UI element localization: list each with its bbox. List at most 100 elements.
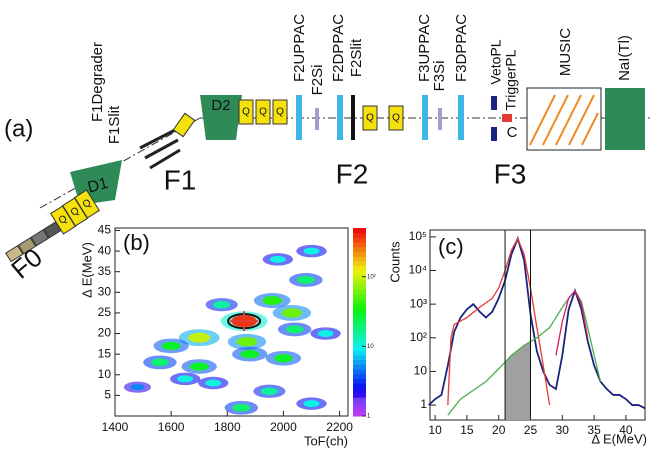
cluster xyxy=(232,403,251,412)
colorbar-cell xyxy=(353,373,366,379)
colorbar-cell xyxy=(353,270,366,276)
cluster xyxy=(236,337,258,347)
x-tick-label: 1600 xyxy=(158,420,185,434)
cluster xyxy=(188,332,211,343)
diagram-label: F2 xyxy=(336,158,369,189)
quad-label: Q xyxy=(259,107,267,118)
x-tick-label: 35 xyxy=(587,423,601,437)
x-tick-label: 1800 xyxy=(214,420,241,434)
colorbar-cell xyxy=(353,284,366,290)
x-tick-label: 2000 xyxy=(270,420,297,434)
colorbar-cell xyxy=(353,331,366,337)
colorbar-cell xyxy=(353,378,366,384)
cluster xyxy=(262,296,282,305)
quad-label: Q xyxy=(276,107,284,118)
shaded-region xyxy=(505,341,531,420)
diagram-label: F2Slit xyxy=(348,38,365,77)
panel-label: (c) xyxy=(438,234,464,259)
y-tick-label: 10 xyxy=(98,367,112,381)
si xyxy=(438,108,442,130)
colorbar-cell xyxy=(353,265,366,271)
y-tick-label: 45 xyxy=(98,223,112,237)
diagram-label: F1Degrader xyxy=(89,42,106,122)
si xyxy=(315,108,319,130)
y-tick-label: 20 xyxy=(98,326,112,340)
colorbar-cell xyxy=(353,317,366,323)
colorbar-cell xyxy=(353,256,366,262)
cluster xyxy=(317,330,334,338)
z-tick-label: 10² xyxy=(367,274,376,280)
colorbar-cell xyxy=(353,340,366,346)
diagram-label: NaI(Tl) xyxy=(616,35,633,81)
colorbar-cell xyxy=(353,303,366,309)
colorbar-cell xyxy=(353,246,366,252)
y-tick-label: 1 xyxy=(420,397,427,411)
x-tick-label: 20 xyxy=(492,423,506,437)
quad-label: Q xyxy=(242,107,250,118)
diagram-label: MUSIC xyxy=(557,28,574,77)
music-box xyxy=(526,87,602,151)
z-tick-label: 1 xyxy=(367,414,371,420)
cluster xyxy=(303,247,320,255)
cluster xyxy=(269,255,286,263)
x-tick-label: 1400 xyxy=(102,420,129,434)
cluster xyxy=(285,325,304,334)
dipole-d2 xyxy=(200,95,242,140)
quad: Q xyxy=(255,99,271,125)
cluster xyxy=(260,387,278,396)
x-tick-label: 30 xyxy=(556,423,570,437)
colorbar-cell xyxy=(353,397,366,403)
colorbar-cell xyxy=(353,232,366,238)
trigger xyxy=(502,114,512,122)
colorbar-cell xyxy=(353,322,366,328)
y-axis-title: Δ E(MeV) xyxy=(79,242,94,298)
y-tick-label: 40 xyxy=(98,243,112,257)
series-line xyxy=(447,289,602,416)
colorbar-cell xyxy=(353,228,366,234)
y-tick-label: 30 xyxy=(98,284,112,298)
f0-elements xyxy=(5,221,62,263)
cluster xyxy=(281,308,303,318)
quad: Q xyxy=(238,99,254,125)
diagram-label: C xyxy=(507,124,518,141)
quad: Q xyxy=(362,105,378,131)
cluster xyxy=(240,349,260,359)
series-line xyxy=(555,289,589,356)
y-tick-label: 5 xyxy=(104,388,111,402)
panel-label: (a) xyxy=(4,115,33,142)
plot-frame xyxy=(429,229,646,421)
diagram-label: F2DPPAC xyxy=(330,14,347,82)
colorbar-cell xyxy=(353,387,366,393)
cluster xyxy=(297,276,315,284)
colorbar-cell xyxy=(353,359,366,365)
diagram-label: F3UPPAC xyxy=(416,14,433,82)
colorbar-cell xyxy=(353,312,366,318)
diagram-label: F1 xyxy=(164,164,197,195)
quad-box xyxy=(388,105,404,131)
diagram-label: F1Slit xyxy=(106,105,123,144)
cluster xyxy=(130,384,145,391)
y-tick-label: 10⁴ xyxy=(408,263,427,277)
colorbar-cell xyxy=(353,275,366,281)
panel-label: (b) xyxy=(123,230,150,255)
colorbar-cell xyxy=(353,345,366,351)
colorbar-cell xyxy=(353,260,366,267)
cluster xyxy=(274,354,293,363)
diagram-label: F3DPPAC xyxy=(453,14,470,82)
quad: Q xyxy=(74,189,100,219)
colorbar-cell xyxy=(353,369,366,375)
quad-label: Q xyxy=(366,113,374,124)
diagram-label: D2 xyxy=(211,97,230,114)
colorbar-cell xyxy=(353,364,366,370)
cluster xyxy=(189,362,209,371)
y-tick-label: 10 xyxy=(414,364,428,378)
slit xyxy=(351,95,355,140)
quad-box xyxy=(255,99,271,125)
colorbar-cell xyxy=(353,392,366,398)
y-axis-title: Counts xyxy=(387,241,402,283)
x-axis-title: ToF(ch) xyxy=(304,433,348,448)
x-axis-title: Δ E(MeV) xyxy=(591,431,647,446)
series-line xyxy=(428,235,646,410)
quad: Q xyxy=(50,205,76,235)
x-tick-label: 40 xyxy=(619,423,633,437)
